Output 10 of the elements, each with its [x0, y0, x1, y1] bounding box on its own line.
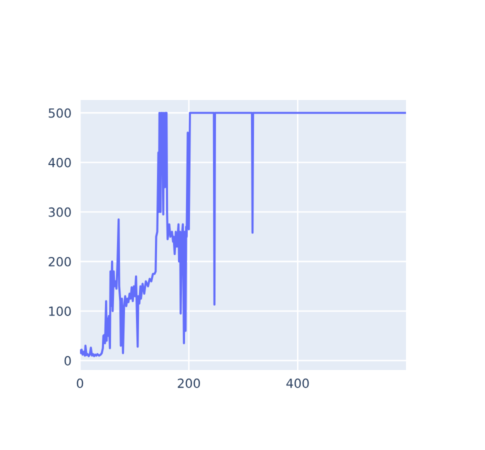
y-tick-label: 400: [48, 158, 71, 168]
y-tick-label: 200: [48, 256, 71, 266]
x-tick-label: 200: [178, 378, 200, 388]
y-tick-label: 0: [64, 356, 71, 366]
y-tick-label: 300: [48, 207, 71, 217]
x-tick-label: 0: [76, 378, 84, 388]
x-tick-label: 400: [286, 378, 309, 388]
line-series: [80, 112, 406, 358]
y-tick-label: 100: [49, 306, 71, 316]
y-tick-label: 500: [48, 108, 71, 118]
